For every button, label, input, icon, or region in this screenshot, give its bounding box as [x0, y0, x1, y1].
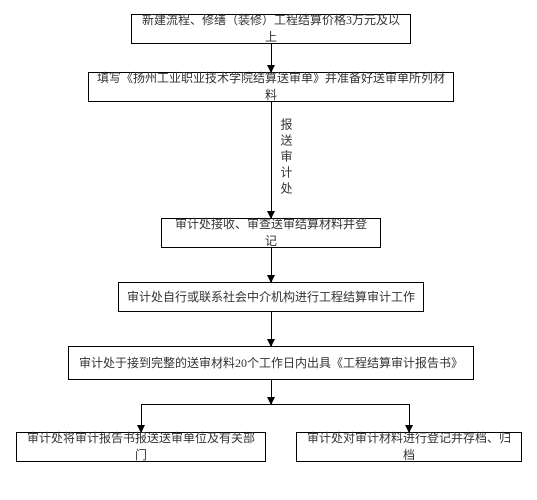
flow-arrow-4	[271, 312, 272, 346]
flow-edge-label: 报送审计处	[278, 118, 295, 198]
flow-node-6: 审计处将审计报告书报送送审单位及有关部门	[16, 432, 266, 462]
flow-node-3-label: 审计处接收、审查送审结算材料并登记	[170, 216, 372, 250]
flow-arrow-2	[271, 102, 272, 218]
flow-split-hline	[141, 404, 409, 405]
flow-node-7-label: 审计处对审计材料进行登记并存档、归档	[305, 430, 513, 464]
flow-node-4: 审计处自行或联系社会中介机构进行工程结算审计工作	[118, 282, 424, 312]
flow-node-3: 审计处接收、审查送审结算材料并登记	[161, 218, 381, 248]
flow-node-6-label: 审计处将审计报告书报送送审单位及有关部门	[25, 430, 257, 464]
flow-node-1-label: 新建流程、修缮（装修）工程结算价格3万元及以上	[140, 12, 402, 46]
flow-node-2: 填写《扬州工业职业技术学院结算送审单》并准备好送审单所列材料	[88, 72, 454, 102]
flow-arrow-5	[271, 380, 272, 404]
flow-arrow-3	[271, 248, 272, 282]
flow-node-2-label: 填写《扬州工业职业技术学院结算送审单》并准备好送审单所列材料	[97, 70, 445, 104]
flow-node-5-label: 审计处于接到完整的送审材料20个工作日内出具《工程结算审计报告书》	[79, 355, 463, 372]
flow-split-left	[141, 404, 142, 432]
flow-arrow-1	[271, 44, 272, 72]
flow-node-5: 审计处于接到完整的送审材料20个工作日内出具《工程结算审计报告书》	[68, 346, 474, 380]
flow-node-4-label: 审计处自行或联系社会中介机构进行工程结算审计工作	[127, 289, 415, 306]
flow-node-7: 审计处对审计材料进行登记并存档、归档	[296, 432, 522, 462]
flow-split-right	[409, 404, 410, 432]
flow-node-1: 新建流程、修缮（装修）工程结算价格3万元及以上	[131, 14, 411, 44]
